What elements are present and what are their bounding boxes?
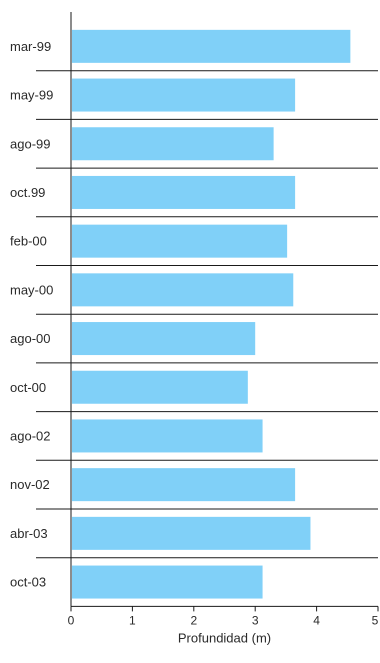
category-label: ago-00 — [10, 331, 50, 346]
bar-nov-02 — [72, 468, 296, 502]
bar-oct-03 — [72, 565, 263, 599]
bar-oct-00 — [72, 370, 248, 404]
category-label: may-99 — [10, 88, 53, 103]
category-label: ago-99 — [10, 136, 50, 151]
x-axis-ticks: 0 1 2 3 4 5 — [68, 606, 379, 627]
category-label: may-00 — [10, 282, 53, 297]
x-tick-label: 4 — [313, 613, 320, 627]
x-tick-label: 3 — [252, 613, 259, 627]
bar-oct.99 — [72, 175, 296, 209]
category-label: oct-00 — [10, 380, 46, 395]
bar-ago-99 — [72, 127, 274, 161]
bar-ago-00 — [72, 322, 256, 356]
x-tick-label: 0 — [68, 613, 75, 627]
bar-ago-02 — [72, 419, 263, 453]
bar-abr-03 — [72, 516, 311, 550]
category-label: feb-00 — [10, 234, 47, 249]
category-labels: mar-99 may-99 ago-99 oct.99 feb-00 may-00 ago-… — [10, 39, 53, 590]
category-label: oct-03 — [10, 575, 46, 590]
x-tick-label: 1 — [129, 613, 136, 627]
x-axis-title: Profundidad (m) — [178, 630, 271, 645]
bar-mar-99 — [72, 29, 351, 63]
category-label: ago-02 — [10, 428, 50, 443]
category-label: mar-99 — [10, 39, 51, 54]
bars — [72, 29, 351, 599]
category-label: oct.99 — [10, 185, 45, 200]
bar-feb-00 — [72, 224, 288, 258]
bar-may-99 — [72, 78, 296, 112]
x-tick-label: 5 — [372, 613, 379, 627]
category-label: nov-02 — [10, 477, 50, 492]
row-separators — [36, 70, 378, 559]
x-tick-label: 2 — [190, 613, 197, 627]
category-label: abr-03 — [10, 526, 48, 541]
bar-may-00 — [72, 273, 294, 307]
